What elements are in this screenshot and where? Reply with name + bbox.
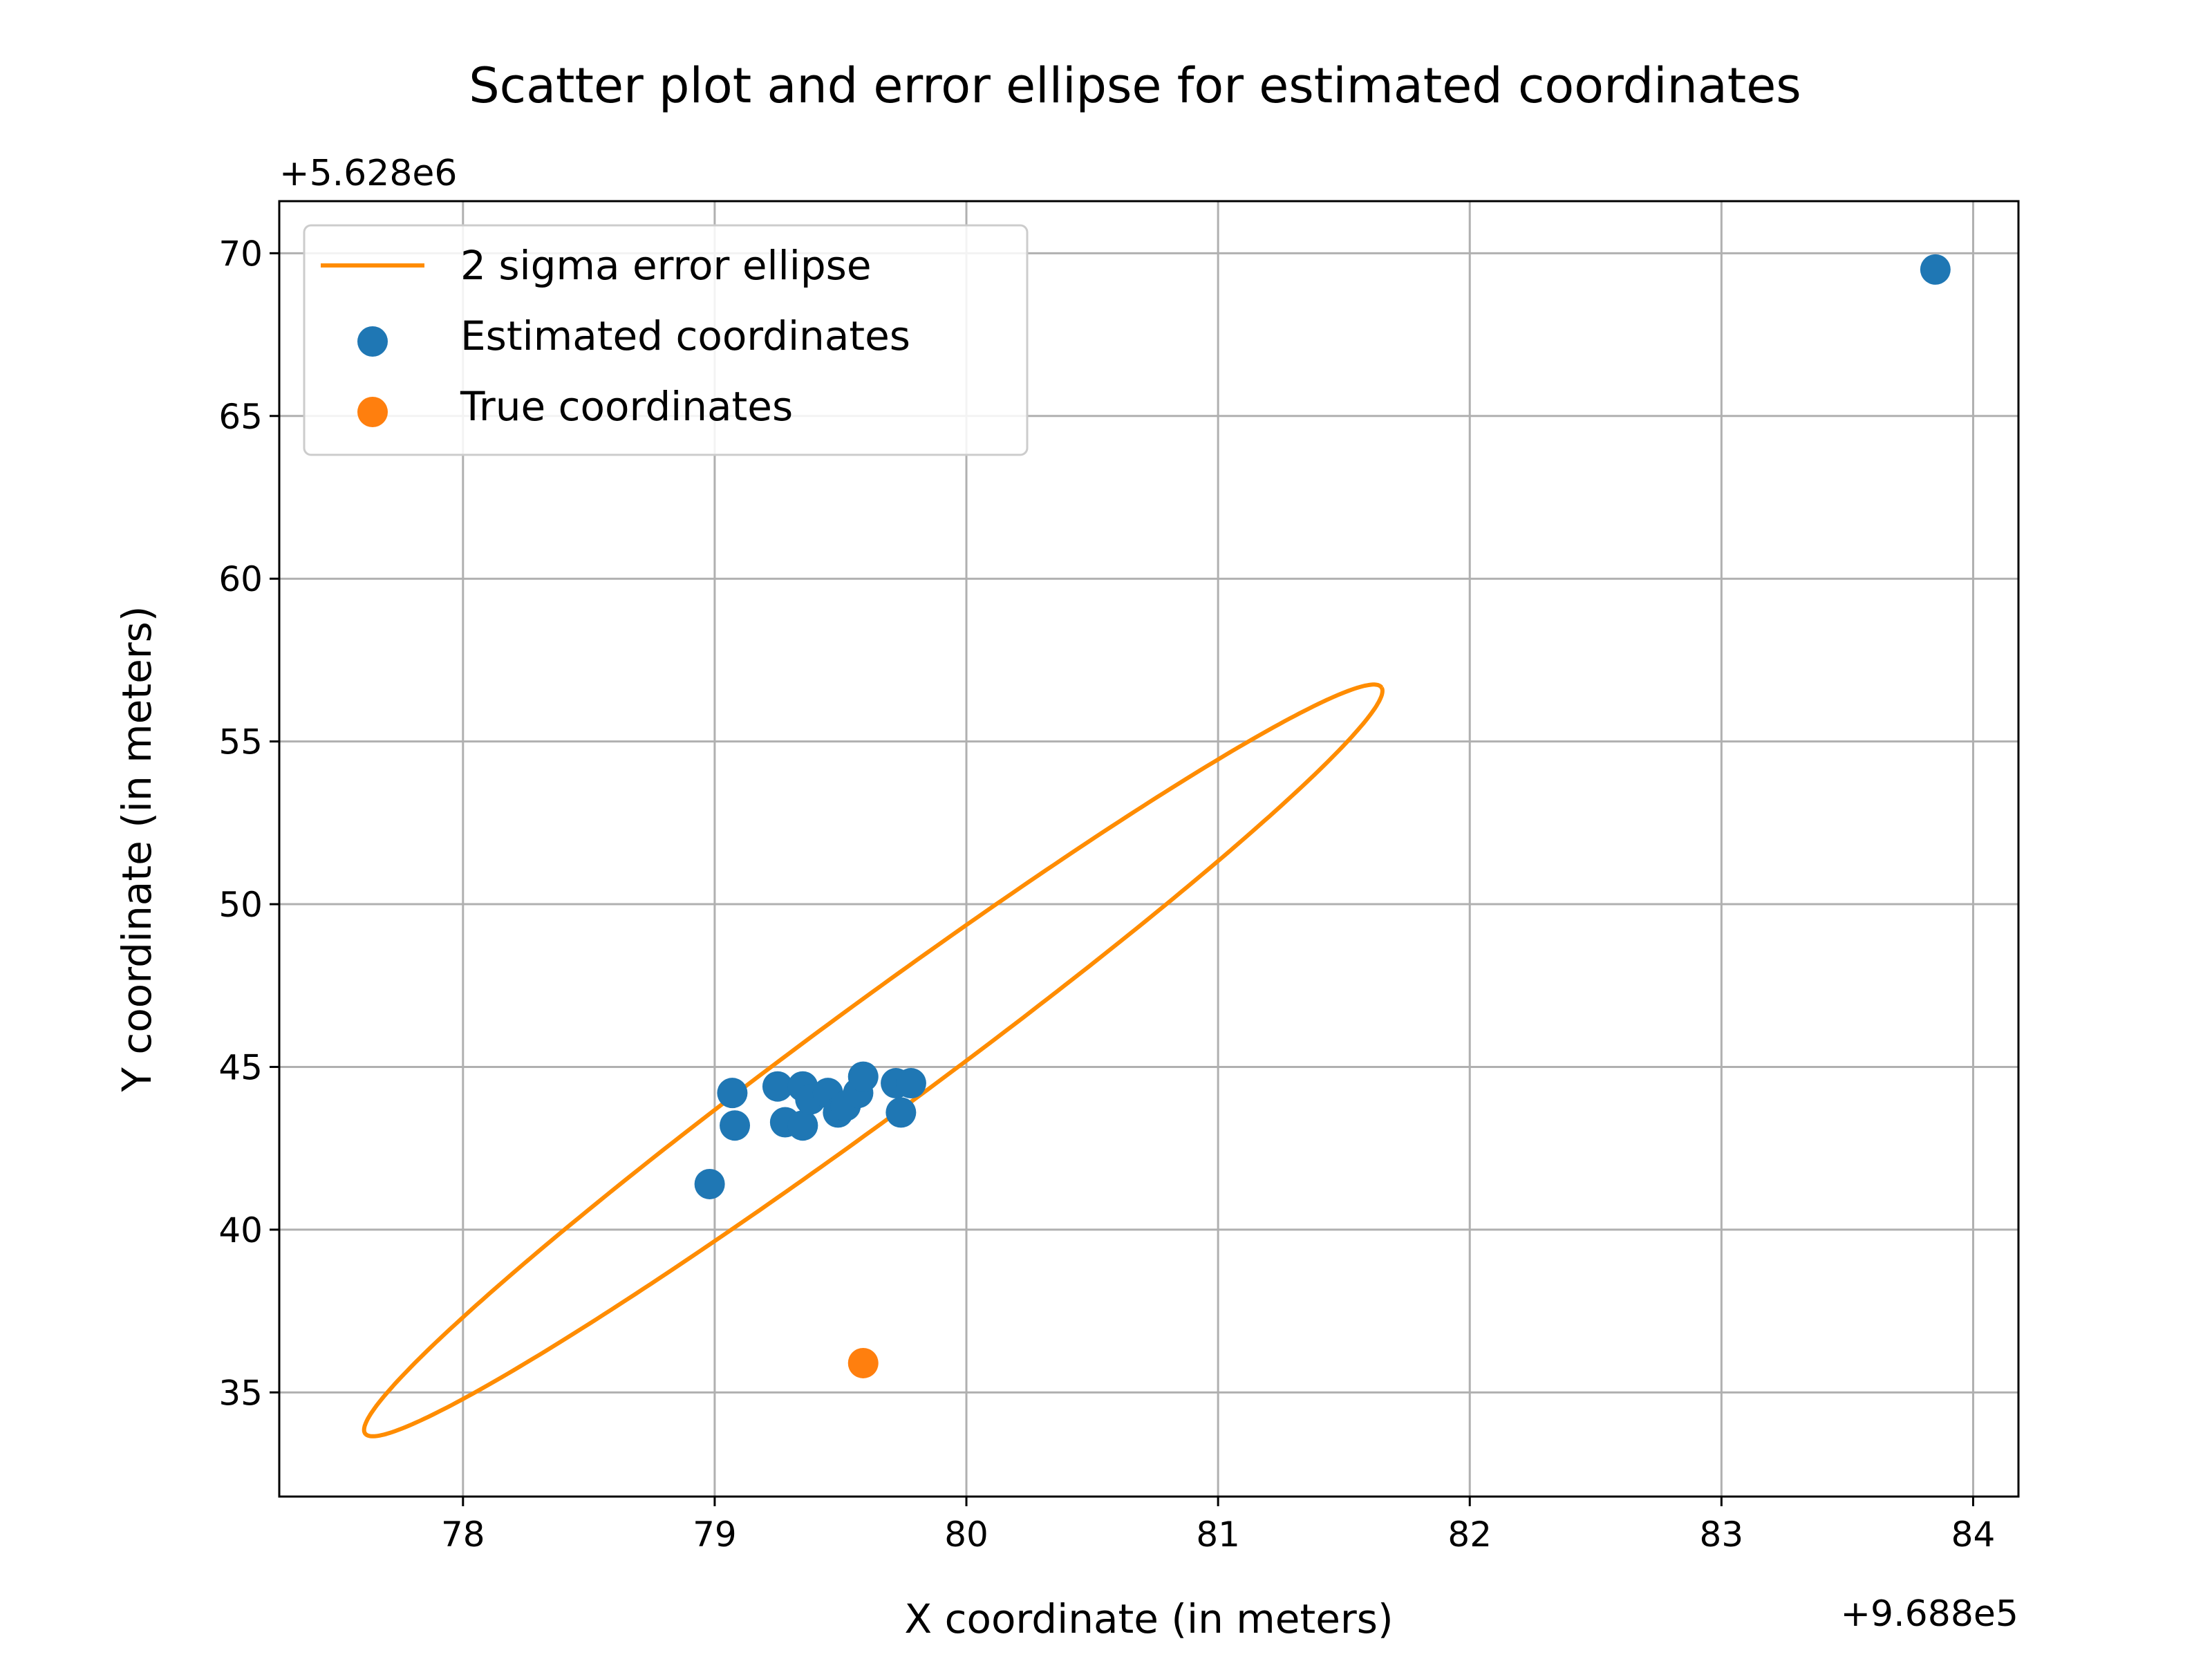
legend-label-true: True coordinates (460, 383, 793, 430)
legend-label-ellipse: 2 sigma error ellipse (460, 242, 872, 289)
x-axis-label: X coordinate (in meters) (904, 1595, 1393, 1642)
legend-swatch-estimated (357, 326, 388, 357)
estimated-coordinates-point (762, 1071, 793, 1102)
y-tick-label: 60 (218, 559, 263, 599)
estimated-coordinates-point (895, 1068, 926, 1099)
estimated-coordinates-point (885, 1097, 917, 1128)
x-axis: 78 79 80 81 82 83 84 (441, 1497, 1995, 1555)
x-tick-label: 80 (944, 1515, 988, 1555)
error-ellipse-layer (362, 682, 1385, 1438)
estimated-coordinates-point (717, 1078, 748, 1109)
estimated-coordinates-point (787, 1110, 818, 1141)
estimated-coordinates-point (847, 1061, 879, 1092)
x-offset-label: +9.688e5 (1840, 1593, 2018, 1635)
y-tick-label: 55 (218, 722, 263, 762)
x-tick-label: 83 (1700, 1515, 1744, 1555)
true-coordinates-point (847, 1347, 879, 1378)
legend-label-estimated: Estimated coordinates (460, 312, 910, 359)
y-tick-label: 65 (218, 397, 263, 437)
y-axis: 35 40 45 50 55 60 65 70 (218, 234, 279, 1413)
legend-box (303, 224, 1029, 456)
chart-title: Scatter plot and error ellipse for estim… (469, 57, 1801, 114)
y-offset-label: +5.628e6 (279, 153, 458, 194)
y-tick-label: 45 (218, 1047, 263, 1087)
y-tick-label: 35 (218, 1373, 263, 1413)
error-ellipse (362, 682, 1385, 1438)
plot-frame (278, 200, 2020, 1498)
y-tick-label: 50 (218, 885, 263, 925)
estimated-coordinates-point (1920, 254, 1951, 285)
points-layer (694, 254, 1951, 1378)
estimated-coordinates-point (694, 1168, 725, 1199)
x-tick-label: 84 (1951, 1515, 1996, 1555)
x-tick-label: 79 (693, 1515, 737, 1555)
x-tick-label: 78 (441, 1515, 485, 1555)
y-axis-label: Y coordinate (in meters) (113, 606, 160, 1093)
legend-swatch-true (357, 397, 388, 427)
x-tick-label: 82 (1447, 1515, 1492, 1555)
x-tick-label: 81 (1196, 1515, 1240, 1555)
y-tick-label: 40 (218, 1210, 263, 1250)
legend: 2 sigma error ellipse Estimated coordina… (303, 224, 1029, 456)
estimated-coordinates-point (720, 1110, 751, 1141)
y-tick-label: 70 (218, 234, 263, 274)
